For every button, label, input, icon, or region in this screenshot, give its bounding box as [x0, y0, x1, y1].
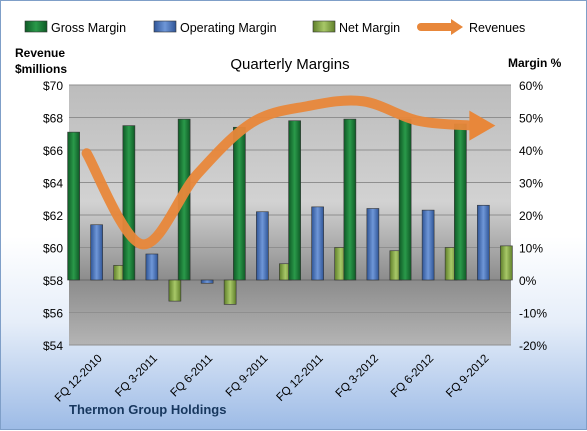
y-right-tick-label: -10%: [519, 307, 547, 321]
y-right-tick-label: 0%: [519, 274, 537, 288]
bars-group: [67, 118, 513, 305]
y-left-tick-label: $60: [43, 242, 63, 256]
net-margin-bar: [168, 279, 182, 302]
operating-margin-bar: [145, 253, 159, 281]
legend-swatch: [312, 20, 336, 33]
x-tick-label: FQ 9-2011: [224, 353, 271, 400]
net-margin-bar: [223, 279, 237, 305]
y-right-tick-label: 10%: [519, 242, 543, 256]
y-right-tick-label: -20%: [519, 339, 547, 353]
operating-margin-bar: [477, 204, 490, 281]
y-left-ticks: $54 $56 $58 $60 $62 $64 $66 $68 $70: [43, 79, 63, 353]
legend-label: Net Margin: [339, 21, 400, 35]
y-right-tick-label: 40%: [519, 144, 543, 158]
y-left-tick-label: $64: [43, 177, 63, 191]
x-tick-label: FQ 3-2012: [334, 353, 381, 400]
x-tick-label: FQ 6-2011: [168, 353, 215, 400]
legend-swatch: [153, 20, 177, 33]
y-left-tick-label: $70: [43, 79, 63, 93]
gross-margin-bar: [122, 125, 136, 281]
x-tick-labels: FQ 12-2010 FQ 3-2011 FQ 6-2011 FQ 9-2011 FQ …: [53, 353, 492, 405]
gross-margin-bar: [67, 131, 80, 281]
y-left-tick-label: $68: [43, 112, 63, 126]
y-left-tick-label: $56: [43, 307, 63, 321]
legend: Gross Margin Operating Margin Net Margin Re…: [24, 19, 525, 35]
revenue-line-group: [81, 95, 496, 250]
y-left-tick-label: $54: [43, 339, 63, 353]
chart-title: Quarterly Margins: [230, 56, 349, 73]
brand-label: Thermon Group Holdings: [69, 402, 227, 417]
legend-swatch-arrow: [451, 19, 463, 35]
net-margin-bar: [500, 245, 513, 281]
gross-margin-bar: [343, 118, 357, 281]
revenue-line: [81, 95, 479, 250]
operating-margin-bar: [200, 279, 214, 284]
y-left-title-line2: $millions: [15, 62, 67, 76]
operating-margin-bar: [421, 209, 435, 281]
y-left-tick-label: $66: [43, 144, 63, 158]
gross-margin-bar: [233, 126, 246, 281]
gross-margin-bar: [288, 120, 301, 281]
x-tick-label: FQ 6-2012: [389, 353, 436, 400]
x-tick-label: FQ 12-2010: [53, 353, 105, 405]
operating-margin-bar: [366, 208, 380, 281]
x-tick-label: FQ 9-2012: [444, 353, 491, 400]
gross-margin-bar: [398, 118, 412, 281]
legend-label: Revenues: [469, 21, 525, 35]
x-tick-label: FQ 3-2011: [113, 353, 160, 400]
operating-margin-bar: [256, 211, 269, 281]
y-left-tick-label: $62: [43, 209, 63, 223]
y-left-title-line1: Revenue: [15, 46, 65, 60]
y-right-tick-label: 20%: [519, 209, 543, 223]
legend-label: Gross Margin: [51, 21, 126, 35]
y-right-tick-label: 50%: [519, 112, 543, 126]
y-right-tick-label: 30%: [519, 177, 543, 191]
operating-margin-bar: [311, 206, 324, 281]
y-right-ticks: -20% -10% 0% 10% 20% 30% 40% 50% 60%: [519, 79, 547, 353]
y-right-tick-label: 60%: [519, 79, 543, 93]
operating-margin-bar: [90, 224, 103, 281]
y-left-tick-label: $58: [43, 274, 63, 288]
revenue-arrowhead: [469, 110, 496, 141]
x-tick-label: FQ 12-2011: [274, 353, 325, 404]
gross-margin-bar: [454, 123, 467, 281]
y-right-title: Margin %: [508, 56, 562, 70]
legend-label: Operating Margin: [180, 21, 277, 35]
legend-swatch: [24, 20, 48, 33]
